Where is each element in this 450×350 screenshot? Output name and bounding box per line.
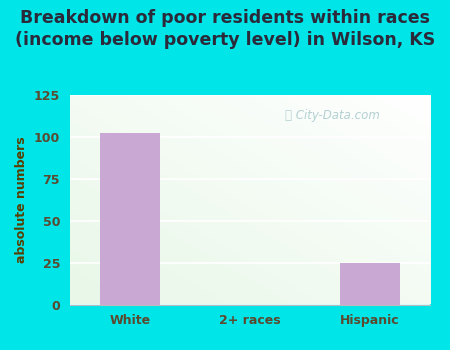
Text: Breakdown of poor residents within races
(income below poverty level) in Wilson,: Breakdown of poor residents within races… — [15, 9, 435, 49]
Y-axis label: absolute numbers: absolute numbers — [15, 136, 28, 263]
Bar — [340, 262, 400, 304]
Text: ⌕ City-Data.com: ⌕ City-Data.com — [285, 109, 380, 122]
Bar — [100, 133, 160, 304]
